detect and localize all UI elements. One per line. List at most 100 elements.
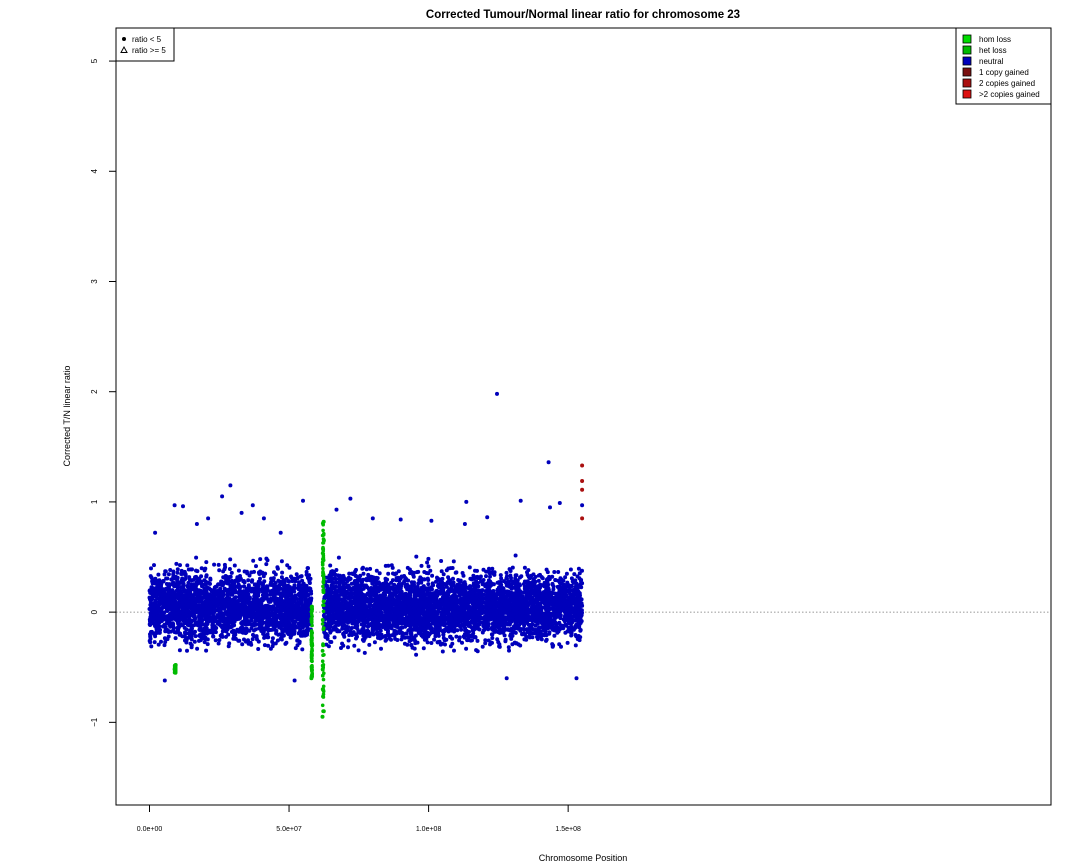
data-point xyxy=(197,627,202,631)
data-point xyxy=(262,635,267,640)
data-point xyxy=(307,597,312,602)
data-point xyxy=(218,633,223,638)
data-point xyxy=(301,616,306,620)
data-point xyxy=(190,596,195,601)
data-point xyxy=(230,623,235,628)
data-point xyxy=(252,569,256,574)
data-point xyxy=(306,593,310,597)
data-point xyxy=(160,616,165,621)
data-point xyxy=(296,582,301,587)
data-point xyxy=(179,568,184,573)
data-point xyxy=(210,589,215,594)
data-point xyxy=(147,622,152,627)
data-point xyxy=(203,602,208,607)
data-point xyxy=(473,568,477,573)
data-point xyxy=(230,592,235,596)
data-point xyxy=(302,591,307,596)
data-point xyxy=(219,607,223,612)
data-point xyxy=(301,606,306,610)
data-point xyxy=(246,578,251,583)
data-point xyxy=(270,644,275,649)
data-point xyxy=(197,589,202,594)
data-point xyxy=(352,643,357,648)
data-point xyxy=(346,645,350,650)
data-point xyxy=(430,573,435,578)
data-point xyxy=(211,617,216,622)
data-point xyxy=(305,631,310,636)
data-point xyxy=(233,616,238,621)
data-point xyxy=(481,624,486,629)
data-point xyxy=(300,647,305,652)
data-point xyxy=(240,642,245,647)
data-point xyxy=(158,598,163,603)
data-point xyxy=(219,579,224,584)
data-point xyxy=(243,631,248,636)
data-point xyxy=(279,633,284,638)
data-point xyxy=(193,575,197,580)
data-point xyxy=(339,646,343,650)
data-point xyxy=(227,641,232,646)
data-point xyxy=(185,603,189,608)
data-point xyxy=(237,616,242,621)
data-point xyxy=(203,582,208,587)
data-point xyxy=(255,592,260,597)
data-point xyxy=(163,569,168,574)
data-point xyxy=(253,627,258,632)
data-point xyxy=(356,648,361,653)
data-point xyxy=(184,598,189,603)
data-point xyxy=(159,593,164,598)
data-point xyxy=(475,638,480,643)
data-point xyxy=(297,629,302,634)
data-point xyxy=(265,632,270,637)
data-point xyxy=(183,618,188,623)
data-point xyxy=(405,565,410,570)
data-point xyxy=(188,641,193,646)
data-point xyxy=(241,591,246,596)
data-point xyxy=(153,634,158,639)
data-point xyxy=(256,617,261,622)
data-point xyxy=(189,578,194,583)
data-point xyxy=(219,624,224,628)
data-point xyxy=(247,573,252,578)
data-point xyxy=(426,556,431,561)
data-point xyxy=(212,609,217,613)
data-point xyxy=(178,622,183,627)
data-point xyxy=(202,595,207,600)
data-point xyxy=(183,573,188,578)
data-point xyxy=(212,562,217,567)
data-point xyxy=(241,602,246,607)
data-point xyxy=(270,639,275,644)
data-point xyxy=(235,627,240,632)
data-point xyxy=(262,643,267,648)
data-point xyxy=(251,558,256,563)
series-neutral xyxy=(147,391,585,683)
data-point xyxy=(182,587,187,592)
data-point xyxy=(246,583,251,588)
data-point xyxy=(214,592,219,596)
data-point xyxy=(200,584,204,589)
data-point xyxy=(414,554,419,559)
data-point xyxy=(375,630,380,634)
data-point xyxy=(155,605,160,610)
data-point xyxy=(228,557,233,562)
data-point xyxy=(175,604,180,608)
data-point xyxy=(177,590,182,595)
data-point xyxy=(270,636,275,641)
data-point xyxy=(159,639,163,644)
data-point xyxy=(155,585,160,590)
data-point xyxy=(206,607,211,612)
data-point xyxy=(202,568,207,573)
data-point xyxy=(291,585,296,590)
data-point xyxy=(258,571,263,576)
data-point xyxy=(220,583,225,588)
data-point xyxy=(279,637,284,642)
data-point xyxy=(156,642,161,647)
data-point xyxy=(277,596,282,601)
data-point xyxy=(229,629,234,634)
data-point xyxy=(158,628,163,632)
data-point xyxy=(172,582,177,587)
data-point xyxy=(163,640,168,644)
data-point xyxy=(201,591,206,596)
data-point xyxy=(279,559,284,564)
data-point xyxy=(284,602,289,607)
